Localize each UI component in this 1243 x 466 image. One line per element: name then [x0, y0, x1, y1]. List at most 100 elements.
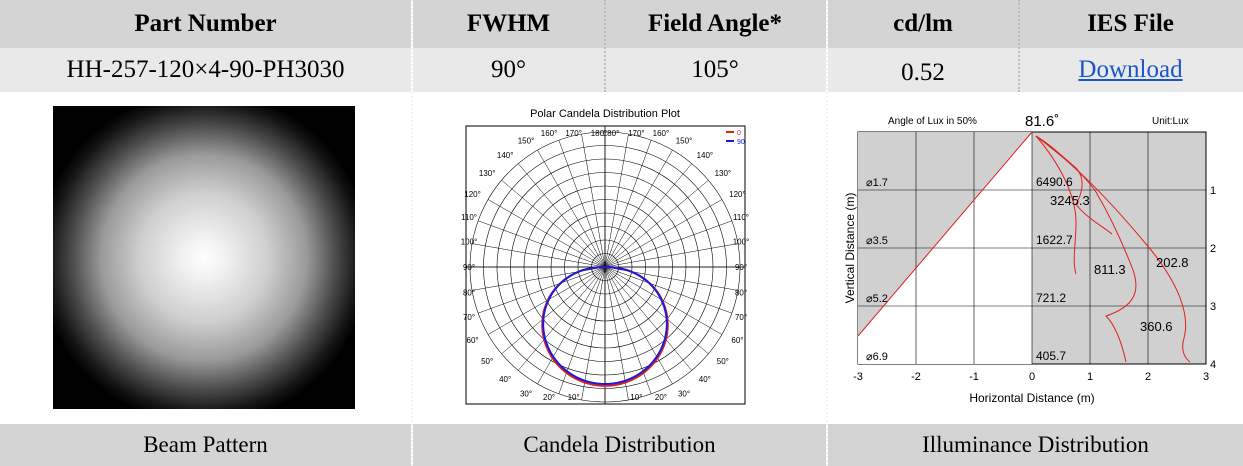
illum-y-tick: 2 [1210, 243, 1216, 255]
illum-y-tick: 4 [1210, 359, 1216, 371]
polar-spoke [487, 199, 606, 268]
polar-spoke [604, 243, 738, 268]
illum-grid [858, 132, 1206, 364]
illum-diameter: ⌀5.2 [866, 293, 888, 305]
footer-illuminance-label: Illuminance Distribution [922, 432, 1149, 457]
illum-annotations: -3 -2 -1 0 1 2 31234⌀1.7⌀3.5⌀5.2⌀6.96490.61622… [853, 175, 1216, 383]
polar-angle-label: 160° [653, 129, 670, 138]
value-field-angle: 105° [604, 48, 826, 92]
column-separator [604, 0, 606, 92]
illum-diameter: ⌀3.5 [866, 235, 888, 247]
polar-angle-label: 180° [591, 129, 608, 138]
polar-plot-title: Polar Candela Distribution Plot [530, 108, 680, 120]
polar-angle-label: 170° [565, 129, 582, 138]
value-part-number: HH-257-120×4-90-PH3030 [0, 48, 411, 92]
polar-spoke [604, 199, 723, 268]
beam-pattern-image [53, 106, 355, 409]
polar-angle-label: 150° [518, 137, 535, 146]
footer-candela: Candela Distribution [413, 424, 826, 466]
polar-angle-label: 80° [735, 288, 747, 297]
footer-illuminance: Illuminance Distribution [828, 424, 1243, 466]
polar-angle-label: 30° [520, 389, 532, 398]
header-field-angle: Field Angle* [604, 0, 826, 48]
illum-center-lux: 405.7 [1036, 349, 1066, 363]
polar-spoke [581, 134, 606, 268]
polar-angle-label: 130° [715, 169, 732, 178]
illum-beam-edge [857, 131, 1033, 337]
header-cdlm: cd/lm [828, 0, 1018, 48]
polar-spoke [604, 266, 629, 400]
polar-angle-label: 20° [543, 393, 555, 402]
polar-angle-label: 120° [464, 190, 481, 199]
polar-spoke [604, 266, 732, 314]
polar-spoke [604, 140, 652, 268]
header-fwhm: FWHM [413, 0, 604, 48]
polar-angle-label: 30° [678, 389, 690, 398]
illum-x-tick: 0 [1029, 371, 1035, 383]
illum-y-tick: 1 [1210, 185, 1216, 197]
illuminance-plot: Angle of Lux in 50% 81.6˚ Unit:Lux -3 -2 -… [843, 113, 1216, 405]
polar-angle-label: 20° [655, 393, 667, 402]
illum-x-tick: -2 [911, 371, 921, 383]
polar-spoke [558, 140, 606, 268]
illum-x-tick: 2 [1145, 371, 1151, 383]
polar-spoke [518, 266, 606, 371]
illum-edge-lux: 3245.3 [1050, 193, 1090, 208]
legend-label-0: 0 [737, 130, 741, 137]
polar-spoke [537, 149, 606, 268]
polar-spoke [604, 149, 673, 268]
illum-x-tick: 1 [1087, 371, 1093, 383]
polar-spoke [537, 266, 606, 385]
polar-grid [466, 126, 745, 404]
illum-x-tick: 3 [1203, 371, 1209, 383]
illum-contour-4 [1035, 135, 1077, 275]
polar-angle-labels: 180°170°160°150°140°130°120°110°100°90°8… [461, 129, 750, 402]
illum-diameter: ⌀6.9 [866, 351, 888, 363]
polar-angle-label: 60° [467, 336, 479, 345]
polar-spoke [604, 266, 673, 385]
polar-angle-label: 110° [733, 213, 749, 222]
footer-beam-label: Beam Pattern [143, 432, 268, 457]
illum-edge-lux: 202.8 [1156, 255, 1189, 270]
field-angle-text: 105° [691, 56, 739, 83]
polar-angle-label: 10° [568, 393, 580, 402]
polar-spoke [501, 266, 606, 354]
polar-angle-label: 180° [603, 129, 620, 138]
value-cdlm: 0.52 [828, 48, 1018, 92]
polar-spoke [472, 243, 606, 268]
polar-angle-label: 100° [461, 238, 478, 247]
polar-angle-label: 140° [697, 151, 714, 160]
polar-angle-label: 80° [463, 288, 475, 297]
header-fwhm-label: FWHM [466, 10, 551, 37]
value-fwhm: 90° [413, 48, 604, 92]
polar-angle-label: 130° [479, 169, 496, 178]
illum-center-lux: 1622.7 [1036, 233, 1073, 247]
polar-angle-label: 60° [731, 336, 743, 345]
polar-angle-label: 120° [729, 190, 746, 199]
footer-candela-label: Candela Distribution [523, 432, 716, 457]
polar-angle-label: 150° [676, 137, 693, 146]
header-ies-file: IES File [1018, 0, 1243, 48]
candela-curve-90 [542, 266, 668, 386]
header-field-angle-label: Field Angle* [647, 10, 783, 37]
header-cdlm-label: cd/lm [893, 10, 953, 37]
illum-unit: Unit:Lux [1152, 116, 1189, 127]
polar-angle-label: 170° [628, 129, 645, 138]
footer-beam-pattern: Beam Pattern [0, 424, 411, 466]
illum-center-lux: 721.2 [1036, 291, 1066, 305]
polar-spoke [518, 163, 606, 268]
illum-center-lux: 6490.6 [1036, 175, 1073, 189]
column-separator [411, 0, 413, 466]
polar-spoke [604, 266, 692, 371]
ies-download-link[interactable]: Download [1078, 56, 1183, 83]
polar-angle-label: 90° [463, 263, 475, 272]
illum-edge-lux: 360.6 [1140, 319, 1173, 334]
header-part-number-label: Part Number [134, 10, 277, 37]
cdlm-text: 0.52 [901, 59, 945, 86]
illum-diameter: ⌀1.7 [866, 177, 888, 189]
polar-angle-label: 10° [630, 393, 642, 402]
polar-angle-label: 70° [735, 313, 747, 322]
polar-angle-label: 110° [461, 213, 477, 222]
polar-spoke [581, 266, 606, 400]
polar-spoke [604, 220, 732, 268]
